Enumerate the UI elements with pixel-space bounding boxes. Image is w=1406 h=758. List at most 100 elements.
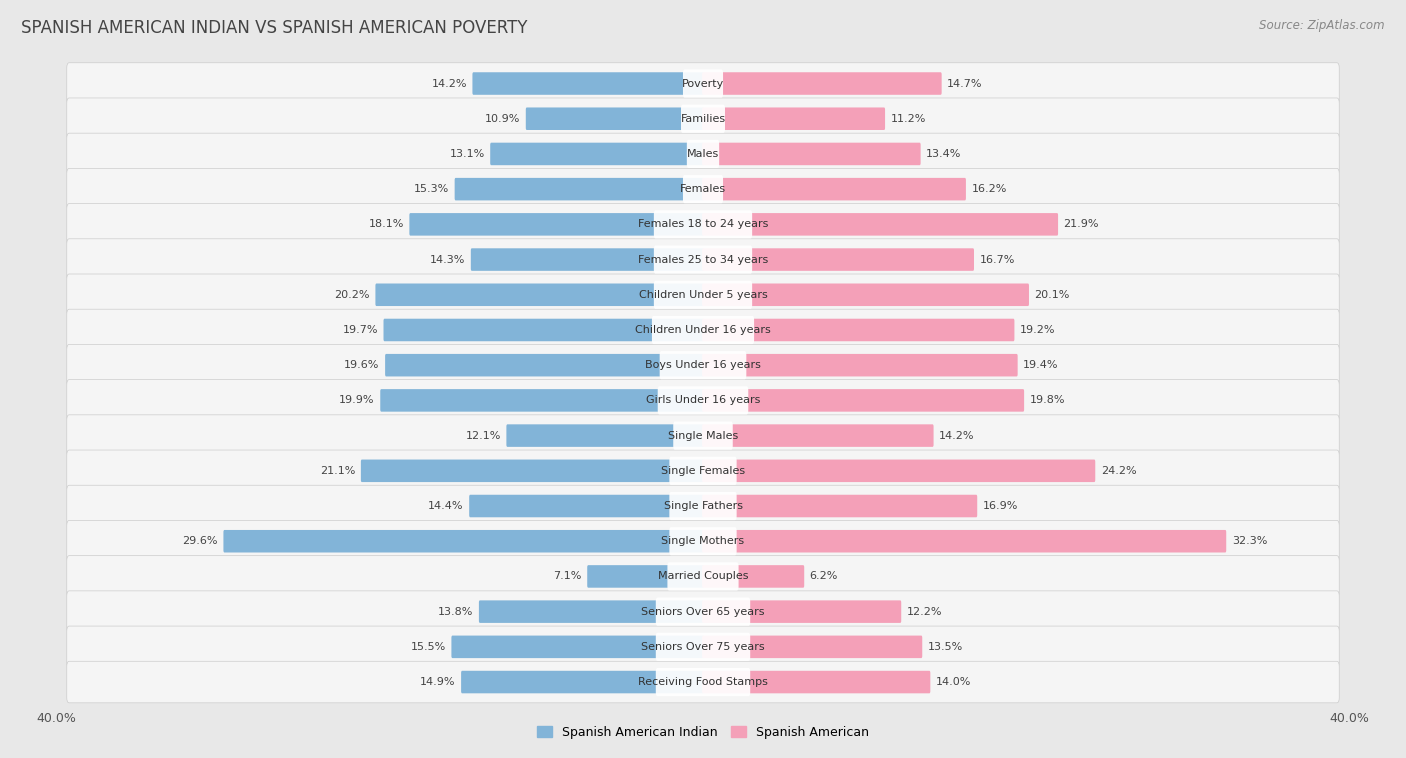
Text: Single Fathers: Single Fathers <box>664 501 742 511</box>
Text: 12.2%: 12.2% <box>907 606 942 617</box>
FancyBboxPatch shape <box>702 283 1029 306</box>
FancyBboxPatch shape <box>66 661 1340 703</box>
Text: 14.3%: 14.3% <box>430 255 465 265</box>
Text: Seniors Over 75 years: Seniors Over 75 years <box>641 642 765 652</box>
FancyBboxPatch shape <box>702 671 931 694</box>
Text: 20.2%: 20.2% <box>335 290 370 299</box>
FancyBboxPatch shape <box>451 635 704 658</box>
FancyBboxPatch shape <box>491 143 704 165</box>
FancyBboxPatch shape <box>506 424 704 447</box>
FancyBboxPatch shape <box>66 591 1340 632</box>
Text: Girls Under 16 years: Girls Under 16 years <box>645 396 761 406</box>
Text: 11.2%: 11.2% <box>890 114 927 124</box>
FancyBboxPatch shape <box>526 108 704 130</box>
Text: 15.5%: 15.5% <box>411 642 446 652</box>
FancyBboxPatch shape <box>66 63 1340 105</box>
Text: SPANISH AMERICAN INDIAN VS SPANISH AMERICAN POVERTY: SPANISH AMERICAN INDIAN VS SPANISH AMERI… <box>21 19 527 37</box>
FancyBboxPatch shape <box>702 249 974 271</box>
Text: Boys Under 16 years: Boys Under 16 years <box>645 360 761 370</box>
FancyBboxPatch shape <box>66 450 1340 492</box>
FancyBboxPatch shape <box>461 671 704 694</box>
Text: 10.9%: 10.9% <box>485 114 520 124</box>
FancyBboxPatch shape <box>655 668 751 696</box>
Text: 19.6%: 19.6% <box>344 360 380 370</box>
FancyBboxPatch shape <box>66 204 1340 245</box>
FancyBboxPatch shape <box>683 70 723 98</box>
Text: 12.1%: 12.1% <box>465 431 501 440</box>
FancyBboxPatch shape <box>380 389 704 412</box>
FancyBboxPatch shape <box>702 354 1018 377</box>
FancyBboxPatch shape <box>224 530 704 553</box>
Text: 14.2%: 14.2% <box>432 79 467 89</box>
FancyBboxPatch shape <box>454 178 704 200</box>
FancyBboxPatch shape <box>702 600 901 623</box>
FancyBboxPatch shape <box>66 415 1340 456</box>
Text: 16.9%: 16.9% <box>983 501 1018 511</box>
Text: Poverty: Poverty <box>682 79 724 89</box>
FancyBboxPatch shape <box>683 175 723 203</box>
FancyBboxPatch shape <box>702 635 922 658</box>
FancyBboxPatch shape <box>66 485 1340 527</box>
Text: 7.1%: 7.1% <box>554 572 582 581</box>
FancyBboxPatch shape <box>66 556 1340 597</box>
FancyBboxPatch shape <box>66 274 1340 315</box>
FancyBboxPatch shape <box>702 108 884 130</box>
Text: Receiving Food Stamps: Receiving Food Stamps <box>638 677 768 687</box>
Text: Families: Families <box>681 114 725 124</box>
Text: 14.4%: 14.4% <box>429 501 464 511</box>
FancyBboxPatch shape <box>361 459 704 482</box>
FancyBboxPatch shape <box>669 492 737 520</box>
Text: Single Mothers: Single Mothers <box>661 536 745 547</box>
FancyBboxPatch shape <box>66 168 1340 210</box>
FancyBboxPatch shape <box>659 351 747 379</box>
Text: Females 18 to 24 years: Females 18 to 24 years <box>638 219 768 230</box>
Text: 24.2%: 24.2% <box>1101 466 1136 476</box>
FancyBboxPatch shape <box>702 72 942 95</box>
Text: Females 25 to 34 years: Females 25 to 34 years <box>638 255 768 265</box>
Text: 13.8%: 13.8% <box>439 606 474 617</box>
Text: 14.7%: 14.7% <box>948 79 983 89</box>
Text: 13.1%: 13.1% <box>450 149 485 159</box>
FancyBboxPatch shape <box>66 344 1340 386</box>
Text: Children Under 5 years: Children Under 5 years <box>638 290 768 299</box>
FancyBboxPatch shape <box>702 178 966 200</box>
Text: 16.2%: 16.2% <box>972 184 1007 194</box>
FancyBboxPatch shape <box>66 626 1340 668</box>
Text: 16.7%: 16.7% <box>980 255 1015 265</box>
FancyBboxPatch shape <box>681 105 725 133</box>
FancyBboxPatch shape <box>702 565 804 587</box>
FancyBboxPatch shape <box>470 495 704 517</box>
FancyBboxPatch shape <box>702 459 1095 482</box>
FancyBboxPatch shape <box>588 565 704 587</box>
Text: 14.9%: 14.9% <box>420 677 456 687</box>
FancyBboxPatch shape <box>654 246 752 274</box>
Text: Children Under 16 years: Children Under 16 years <box>636 325 770 335</box>
Text: Source: ZipAtlas.com: Source: ZipAtlas.com <box>1260 19 1385 32</box>
Text: 6.2%: 6.2% <box>810 572 838 581</box>
FancyBboxPatch shape <box>66 239 1340 280</box>
Text: 21.9%: 21.9% <box>1063 219 1099 230</box>
Text: Seniors Over 65 years: Seniors Over 65 years <box>641 606 765 617</box>
FancyBboxPatch shape <box>385 354 704 377</box>
Text: 19.4%: 19.4% <box>1024 360 1059 370</box>
Text: 14.0%: 14.0% <box>936 677 972 687</box>
FancyBboxPatch shape <box>479 600 704 623</box>
FancyBboxPatch shape <box>66 98 1340 139</box>
Text: 15.3%: 15.3% <box>413 184 449 194</box>
Text: 32.3%: 32.3% <box>1232 536 1267 547</box>
FancyBboxPatch shape <box>702 143 921 165</box>
Text: 19.8%: 19.8% <box>1029 396 1066 406</box>
FancyBboxPatch shape <box>669 457 737 485</box>
Text: 13.5%: 13.5% <box>928 642 963 652</box>
Text: 13.4%: 13.4% <box>927 149 962 159</box>
FancyBboxPatch shape <box>375 283 704 306</box>
FancyBboxPatch shape <box>669 527 737 556</box>
FancyBboxPatch shape <box>654 280 752 309</box>
Text: 29.6%: 29.6% <box>183 536 218 547</box>
Text: 19.9%: 19.9% <box>339 396 375 406</box>
FancyBboxPatch shape <box>471 249 704 271</box>
FancyBboxPatch shape <box>702 530 1226 553</box>
FancyBboxPatch shape <box>409 213 704 236</box>
FancyBboxPatch shape <box>66 380 1340 421</box>
Text: Males: Males <box>688 149 718 159</box>
